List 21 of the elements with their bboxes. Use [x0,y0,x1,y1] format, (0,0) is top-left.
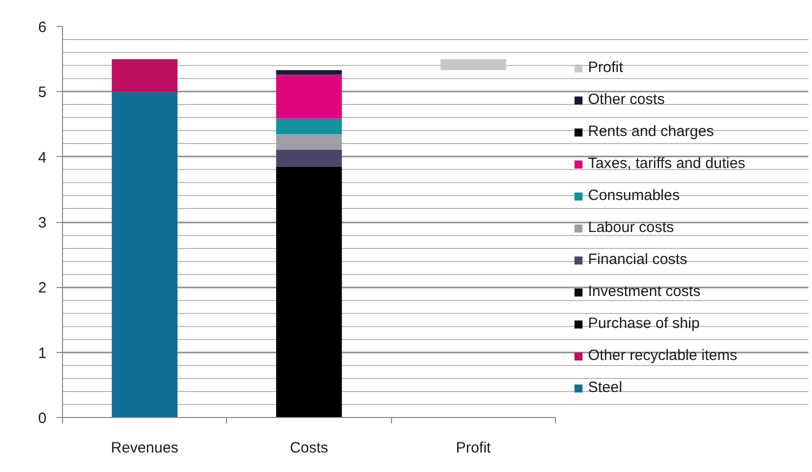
legend-label: Other recyclable items [588,346,738,366]
x-tick-label: Revenues [110,440,178,456]
legend-label: Consumables [588,186,680,206]
legend-label: Profit [588,58,624,78]
legend-label: Financial costs [588,250,688,270]
x-tick-label: Profit [456,440,492,456]
legend-label: Taxes, tariffs and duties [588,154,746,174]
y-tick-label: 3 [38,214,46,232]
y-tick-label: 0 [38,410,46,427]
x-tick-label: Costs [290,440,328,456]
legend-label: Purchase of ship [588,314,700,334]
y-tick-label: 5 [38,84,46,102]
y-tick-label: 4 [38,149,46,166]
y-tick-label: 6 [38,19,46,36]
legend-label: Rents and charges [588,122,714,142]
legend-label: Other costs [588,90,665,110]
legend-label: Investment costs [588,282,701,302]
legend-label: Steel [588,378,622,398]
legend-label: Labour costs [588,218,674,238]
y-tick-label: 1 [38,344,46,362]
y-tick-label: 2 [38,280,46,297]
